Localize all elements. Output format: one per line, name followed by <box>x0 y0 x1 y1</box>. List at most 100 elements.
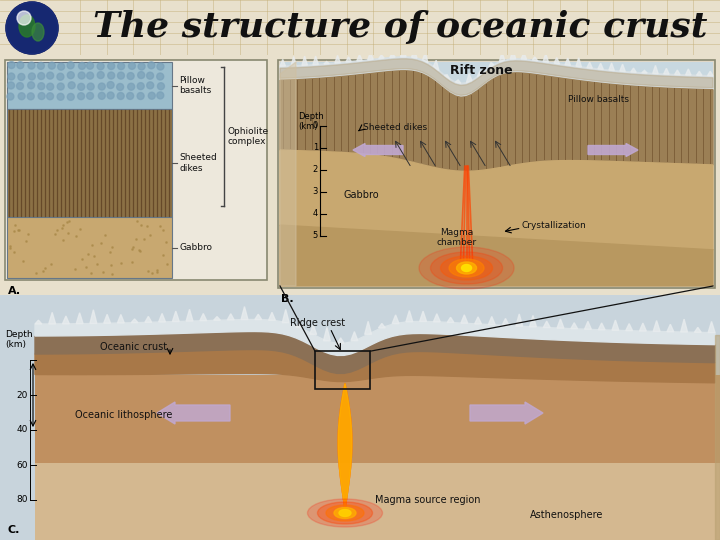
Circle shape <box>157 92 163 99</box>
Polygon shape <box>186 309 193 321</box>
Text: Ophiolite
complex: Ophiolite complex <box>228 127 269 146</box>
Bar <box>7 62 172 109</box>
Bar <box>0 295 720 540</box>
Circle shape <box>117 92 124 99</box>
FancyArrow shape <box>588 144 638 157</box>
Polygon shape <box>675 70 680 75</box>
Circle shape <box>47 72 54 79</box>
Polygon shape <box>653 321 660 332</box>
Circle shape <box>67 62 74 69</box>
Circle shape <box>127 83 135 90</box>
Polygon shape <box>241 307 248 320</box>
Polygon shape <box>680 319 688 332</box>
Circle shape <box>158 83 164 90</box>
Circle shape <box>18 73 25 80</box>
Circle shape <box>47 93 53 100</box>
FancyArrow shape <box>353 144 403 157</box>
Text: Oceanic lithosphere: Oceanic lithosphere <box>75 410 172 420</box>
Polygon shape <box>269 312 276 320</box>
Circle shape <box>87 83 94 90</box>
Polygon shape <box>76 313 83 323</box>
Circle shape <box>37 62 45 69</box>
Polygon shape <box>639 323 647 331</box>
Polygon shape <box>324 62 329 64</box>
Circle shape <box>8 62 15 69</box>
Text: Magma
chamber: Magma chamber <box>436 228 477 247</box>
Polygon shape <box>338 383 352 510</box>
Circle shape <box>67 72 74 79</box>
Polygon shape <box>338 383 352 510</box>
Circle shape <box>17 83 24 90</box>
Circle shape <box>98 83 105 90</box>
Polygon shape <box>255 314 261 320</box>
Text: 1: 1 <box>312 144 318 152</box>
Polygon shape <box>444 75 450 79</box>
Ellipse shape <box>431 252 503 284</box>
Polygon shape <box>200 314 207 321</box>
Polygon shape <box>516 314 523 326</box>
FancyArrow shape <box>470 402 543 424</box>
Polygon shape <box>664 68 669 75</box>
Text: Ridge crest: Ridge crest <box>290 318 345 328</box>
Ellipse shape <box>339 510 351 516</box>
Text: Sheeted dikes: Sheeted dikes <box>363 124 427 132</box>
Polygon shape <box>667 324 674 332</box>
Circle shape <box>148 62 155 69</box>
Circle shape <box>107 82 114 89</box>
Circle shape <box>128 63 135 69</box>
Polygon shape <box>313 56 318 65</box>
Polygon shape <box>351 332 358 341</box>
Circle shape <box>17 11 31 25</box>
Polygon shape <box>280 59 713 96</box>
Bar <box>7 109 172 217</box>
Polygon shape <box>694 327 701 332</box>
Circle shape <box>117 72 125 79</box>
Circle shape <box>37 72 45 79</box>
Circle shape <box>28 62 35 69</box>
Polygon shape <box>368 52 373 60</box>
Circle shape <box>7 82 14 89</box>
Circle shape <box>78 83 85 90</box>
Polygon shape <box>598 63 603 70</box>
Polygon shape <box>406 310 413 322</box>
Polygon shape <box>420 311 426 321</box>
Polygon shape <box>280 150 713 250</box>
Ellipse shape <box>462 265 472 272</box>
Polygon shape <box>35 320 715 355</box>
Text: 20: 20 <box>17 390 28 400</box>
Circle shape <box>78 93 84 100</box>
Polygon shape <box>291 57 297 66</box>
Text: 40: 40 <box>17 426 28 435</box>
Polygon shape <box>390 53 395 58</box>
Circle shape <box>27 93 35 100</box>
Polygon shape <box>423 52 428 63</box>
Text: Pillow
basalts: Pillow basalts <box>179 76 211 95</box>
Polygon shape <box>338 383 352 510</box>
Circle shape <box>78 63 86 70</box>
Circle shape <box>86 72 94 79</box>
Text: Gabbro: Gabbro <box>179 243 212 252</box>
Circle shape <box>117 84 124 91</box>
Polygon shape <box>499 52 505 62</box>
Text: Depth
(km): Depth (km) <box>5 330 32 349</box>
Bar <box>172 62 265 278</box>
Circle shape <box>138 63 145 70</box>
Ellipse shape <box>334 508 356 518</box>
Polygon shape <box>400 49 406 57</box>
Circle shape <box>47 83 54 90</box>
Ellipse shape <box>441 256 492 280</box>
Text: A.: A. <box>8 286 21 296</box>
Circle shape <box>108 63 114 70</box>
Text: B.: B. <box>281 294 294 304</box>
Polygon shape <box>543 54 549 62</box>
Circle shape <box>6 2 58 54</box>
Ellipse shape <box>32 23 44 41</box>
Circle shape <box>147 82 153 89</box>
Polygon shape <box>228 314 234 320</box>
Text: 2: 2 <box>312 165 318 174</box>
Polygon shape <box>214 316 220 320</box>
Polygon shape <box>587 62 593 68</box>
Circle shape <box>7 93 14 100</box>
Circle shape <box>97 63 104 70</box>
Polygon shape <box>631 68 636 72</box>
